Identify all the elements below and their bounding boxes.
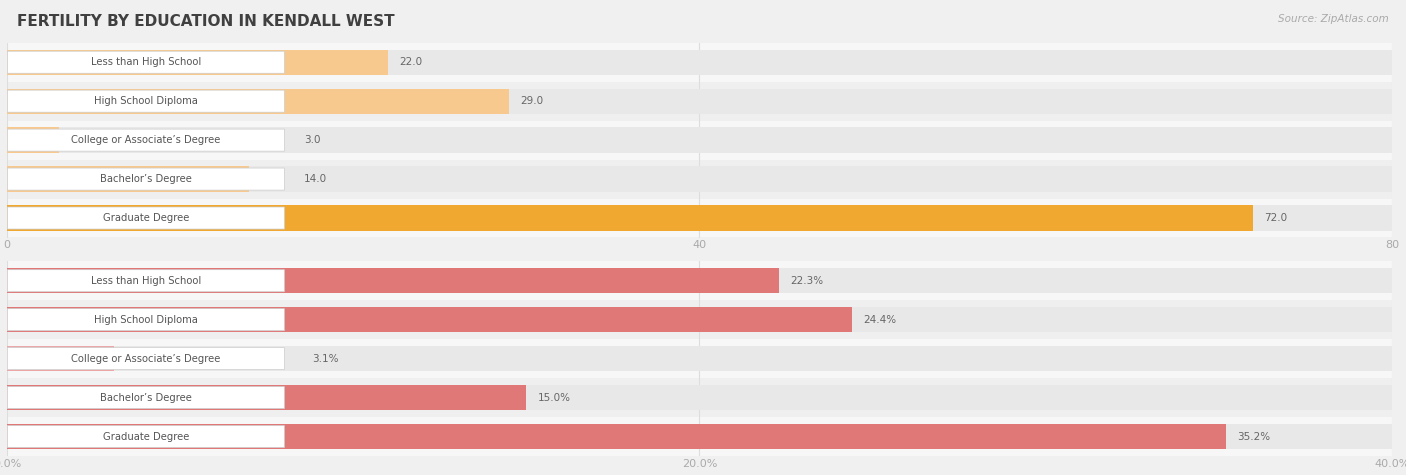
Text: 22.0: 22.0: [399, 57, 422, 67]
FancyBboxPatch shape: [7, 426, 284, 447]
Bar: [7, 424, 1392, 449]
Bar: [7, 385, 526, 410]
Bar: [7, 346, 114, 371]
FancyBboxPatch shape: [7, 51, 284, 73]
Bar: [7, 49, 1392, 75]
Text: Less than High School: Less than High School: [91, 276, 201, 286]
Bar: [7, 43, 1392, 82]
Text: Graduate Degree: Graduate Degree: [103, 431, 190, 442]
Text: Source: ZipAtlas.com: Source: ZipAtlas.com: [1278, 14, 1389, 24]
Bar: [7, 424, 1226, 449]
Text: Bachelor’s Degree: Bachelor’s Degree: [100, 392, 193, 403]
Bar: [7, 307, 1392, 332]
Bar: [7, 82, 1392, 121]
Bar: [7, 339, 1392, 378]
Text: FERTILITY BY EDUCATION IN KENDALL WEST: FERTILITY BY EDUCATION IN KENDALL WEST: [17, 14, 395, 29]
FancyBboxPatch shape: [7, 270, 284, 292]
Bar: [7, 166, 1392, 192]
Bar: [7, 378, 1392, 417]
Text: College or Associate’s Degree: College or Associate’s Degree: [72, 353, 221, 364]
FancyBboxPatch shape: [7, 207, 284, 229]
Bar: [7, 205, 1254, 231]
Bar: [7, 346, 1392, 371]
FancyBboxPatch shape: [7, 168, 284, 190]
Bar: [7, 166, 249, 192]
Bar: [7, 385, 1392, 410]
Text: 35.2%: 35.2%: [1237, 431, 1270, 442]
Bar: [7, 417, 1392, 456]
Text: Less than High School: Less than High School: [91, 57, 201, 67]
Bar: [7, 199, 1392, 238]
Text: 3.0: 3.0: [304, 135, 321, 145]
Bar: [7, 88, 1392, 114]
Text: 22.3%: 22.3%: [790, 276, 824, 286]
Bar: [7, 261, 1392, 300]
Text: 72.0: 72.0: [1264, 213, 1288, 223]
Bar: [7, 127, 1392, 153]
Text: 14.0: 14.0: [304, 174, 326, 184]
Text: 15.0%: 15.0%: [537, 392, 571, 403]
Text: 3.1%: 3.1%: [312, 353, 339, 364]
Bar: [7, 49, 388, 75]
Bar: [7, 127, 59, 153]
Text: Graduate Degree: Graduate Degree: [103, 213, 190, 223]
Text: 29.0: 29.0: [520, 96, 543, 106]
Bar: [7, 205, 1392, 231]
FancyBboxPatch shape: [7, 90, 284, 112]
Text: High School Diploma: High School Diploma: [94, 96, 198, 106]
FancyBboxPatch shape: [7, 129, 284, 151]
FancyBboxPatch shape: [7, 387, 284, 408]
Text: College or Associate’s Degree: College or Associate’s Degree: [72, 135, 221, 145]
Bar: [7, 88, 509, 114]
FancyBboxPatch shape: [7, 348, 284, 370]
Bar: [7, 268, 779, 294]
Bar: [7, 307, 852, 332]
Bar: [7, 121, 1392, 160]
Text: Bachelor’s Degree: Bachelor’s Degree: [100, 174, 193, 184]
FancyBboxPatch shape: [7, 309, 284, 331]
Bar: [7, 268, 1392, 294]
Text: High School Diploma: High School Diploma: [94, 314, 198, 325]
Bar: [7, 300, 1392, 339]
Bar: [7, 160, 1392, 199]
Text: 24.4%: 24.4%: [863, 314, 896, 325]
